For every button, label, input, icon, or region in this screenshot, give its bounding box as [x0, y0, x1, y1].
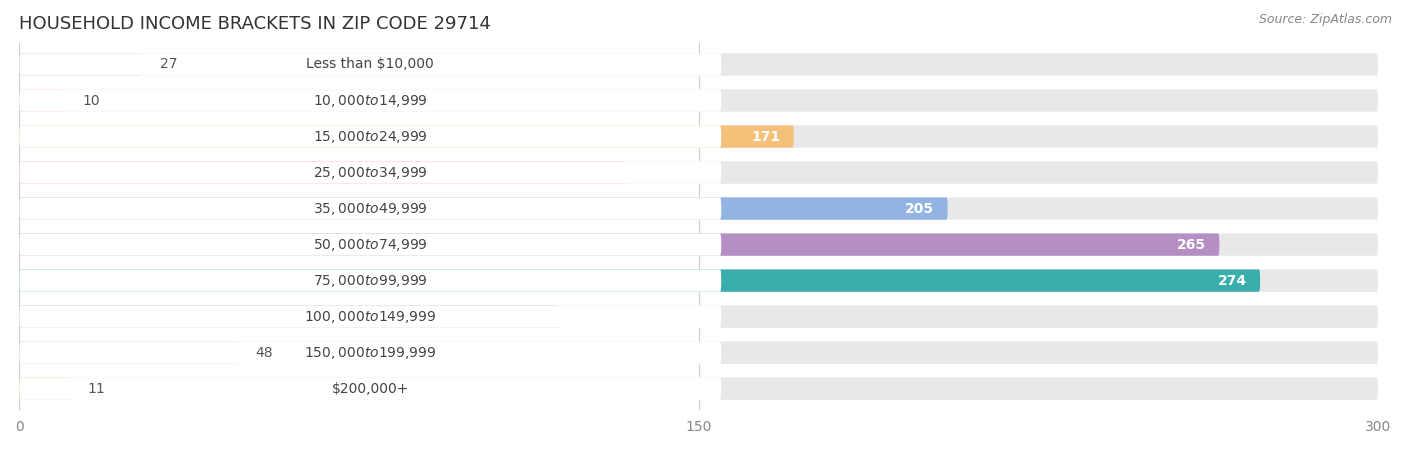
Text: Less than $10,000: Less than $10,000: [307, 57, 434, 71]
FancyBboxPatch shape: [20, 342, 236, 364]
FancyBboxPatch shape: [20, 305, 558, 328]
Text: 274: 274: [1218, 273, 1247, 288]
FancyBboxPatch shape: [20, 89, 1378, 112]
Text: 48: 48: [254, 346, 273, 360]
Text: HOUSEHOLD INCOME BRACKETS IN ZIP CODE 29714: HOUSEHOLD INCOME BRACKETS IN ZIP CODE 29…: [20, 15, 491, 33]
FancyBboxPatch shape: [20, 378, 1378, 400]
FancyBboxPatch shape: [20, 233, 1378, 256]
Text: $10,000 to $14,999: $10,000 to $14,999: [314, 92, 427, 109]
Text: $75,000 to $99,999: $75,000 to $99,999: [314, 273, 427, 289]
FancyBboxPatch shape: [20, 198, 721, 220]
FancyBboxPatch shape: [20, 378, 721, 400]
FancyBboxPatch shape: [20, 53, 721, 76]
FancyBboxPatch shape: [20, 305, 1378, 328]
FancyBboxPatch shape: [20, 378, 69, 400]
Text: 27: 27: [160, 57, 177, 71]
FancyBboxPatch shape: [20, 125, 794, 148]
FancyBboxPatch shape: [20, 53, 1378, 76]
Text: 11: 11: [87, 382, 105, 396]
FancyBboxPatch shape: [20, 161, 626, 184]
Text: 205: 205: [905, 202, 934, 216]
FancyBboxPatch shape: [20, 125, 721, 148]
Text: 171: 171: [751, 130, 780, 144]
FancyBboxPatch shape: [20, 233, 1219, 256]
FancyBboxPatch shape: [20, 161, 721, 184]
FancyBboxPatch shape: [20, 269, 1260, 292]
FancyBboxPatch shape: [20, 89, 65, 112]
Text: 134: 134: [583, 166, 613, 180]
Text: 119: 119: [516, 310, 544, 324]
FancyBboxPatch shape: [20, 342, 721, 364]
FancyBboxPatch shape: [20, 161, 1378, 184]
Text: $200,000+: $200,000+: [332, 382, 409, 396]
FancyBboxPatch shape: [20, 342, 1378, 364]
FancyBboxPatch shape: [20, 269, 1378, 292]
FancyBboxPatch shape: [20, 198, 948, 220]
FancyBboxPatch shape: [20, 233, 721, 256]
FancyBboxPatch shape: [20, 125, 1378, 148]
Text: $50,000 to $74,999: $50,000 to $74,999: [314, 237, 427, 253]
FancyBboxPatch shape: [20, 198, 1378, 220]
FancyBboxPatch shape: [20, 269, 721, 292]
Text: $15,000 to $24,999: $15,000 to $24,999: [314, 128, 427, 145]
Text: $25,000 to $34,999: $25,000 to $34,999: [314, 164, 427, 180]
Text: $35,000 to $49,999: $35,000 to $49,999: [314, 201, 427, 216]
FancyBboxPatch shape: [20, 53, 142, 76]
FancyBboxPatch shape: [20, 89, 721, 112]
FancyBboxPatch shape: [20, 305, 721, 328]
Text: 265: 265: [1177, 238, 1206, 251]
Text: 10: 10: [83, 93, 100, 107]
Text: $150,000 to $199,999: $150,000 to $199,999: [304, 345, 436, 361]
Text: $100,000 to $149,999: $100,000 to $149,999: [304, 308, 436, 325]
Text: Source: ZipAtlas.com: Source: ZipAtlas.com: [1258, 13, 1392, 26]
